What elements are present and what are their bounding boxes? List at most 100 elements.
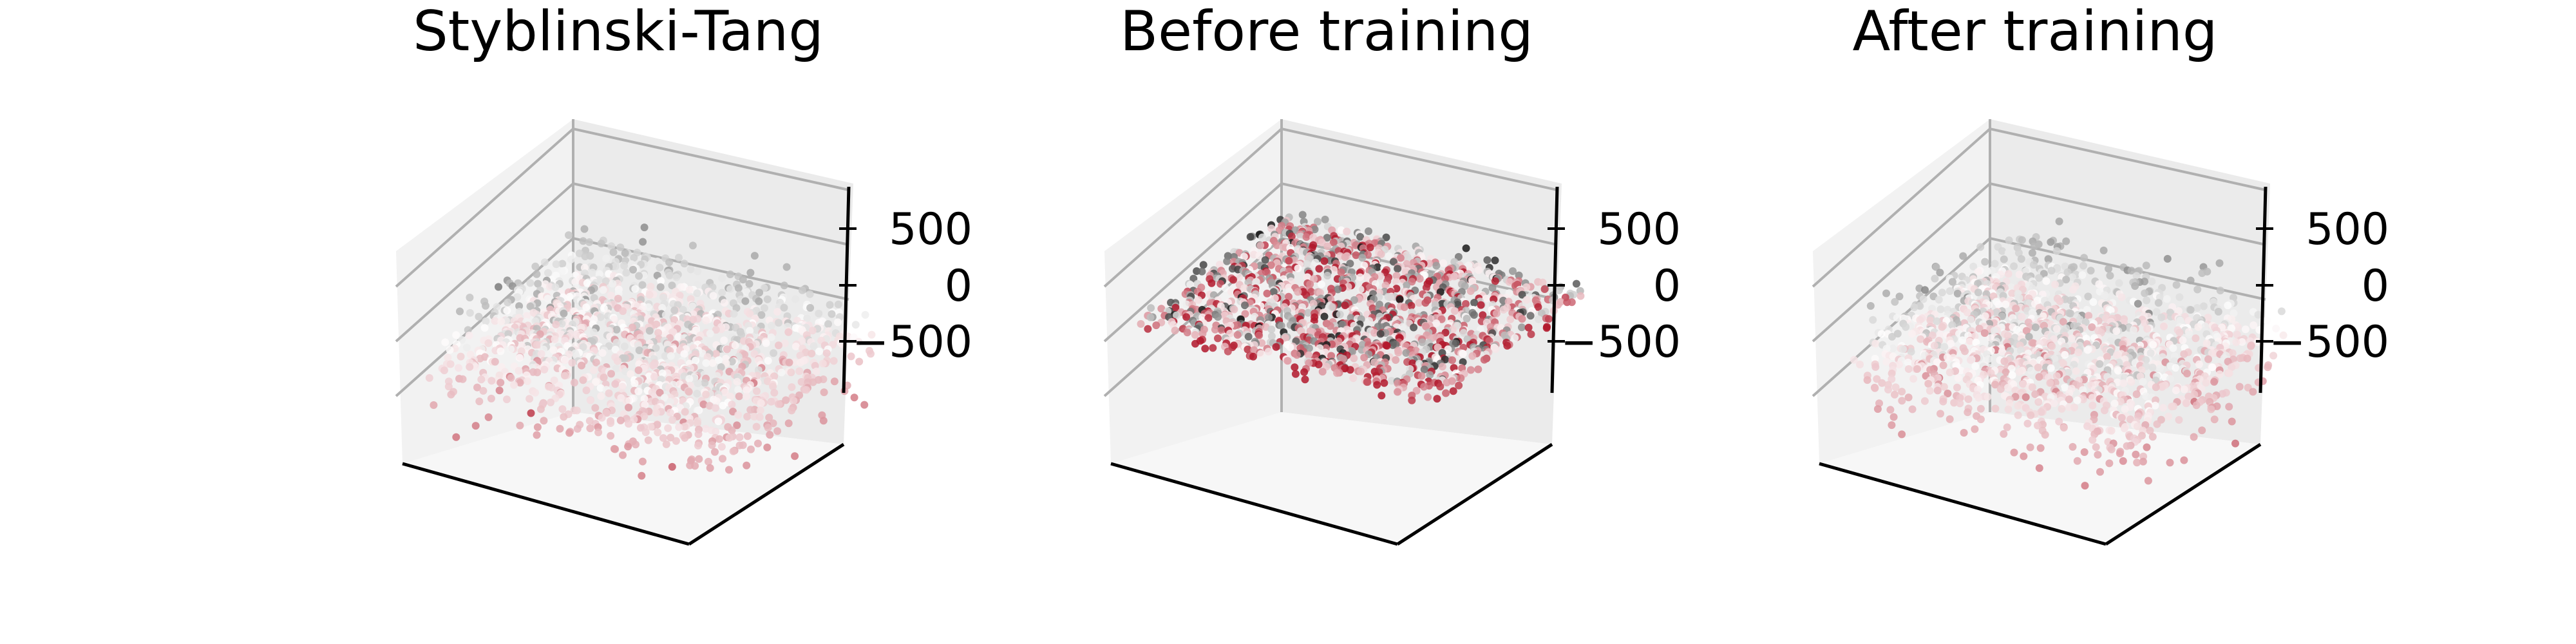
scatter-point — [625, 420, 632, 428]
scatter-point — [1518, 290, 1526, 299]
scatter-point — [533, 423, 542, 431]
pane-floor — [1111, 412, 1552, 544]
scatter-point — [2029, 261, 2038, 269]
scatter-point — [1147, 304, 1155, 312]
scatter-point — [1358, 254, 1367, 262]
scatter-point — [1933, 386, 1942, 395]
scatter-point — [598, 413, 606, 422]
scatter-point — [775, 319, 782, 327]
scatter-point — [597, 240, 605, 248]
scatter-point — [1965, 337, 1974, 346]
scatter-point — [612, 365, 620, 373]
scatter-point — [834, 318, 842, 327]
scatter-point — [1935, 296, 1943, 304]
scatter-point — [2034, 274, 2043, 282]
scatter-point — [702, 316, 710, 325]
scatter-point — [2172, 364, 2180, 372]
scatter-point — [2166, 375, 2174, 383]
scatter-point — [1425, 260, 1434, 268]
scatter-point — [1438, 363, 1446, 371]
scatter-point — [1417, 372, 1426, 380]
scatter-point — [1850, 355, 1858, 364]
scatter-point — [730, 310, 738, 318]
scatter-point — [2037, 408, 2045, 416]
scatter-point — [680, 422, 688, 431]
scatter-point — [1269, 288, 1278, 296]
scatter-point — [1191, 339, 1199, 348]
scatter-point — [1939, 361, 1947, 370]
scatter-point — [2228, 363, 2236, 372]
scatter-point — [1459, 328, 1468, 337]
scatter-point — [1303, 260, 1311, 268]
scatter-point — [755, 289, 764, 297]
scatter-point — [466, 308, 474, 317]
x-axis-line — [402, 462, 690, 546]
scatter-point — [607, 291, 615, 299]
scatter-point — [1240, 284, 1249, 292]
scatter-point — [670, 306, 679, 314]
scatter-point — [1908, 405, 1917, 413]
scatter-point — [2061, 262, 2069, 270]
scatter-point — [694, 406, 701, 415]
scatter-point — [706, 329, 714, 337]
scatter-point — [2228, 417, 2236, 426]
scatter-point — [1468, 352, 1477, 360]
scatter-point — [466, 294, 474, 301]
scatter-point — [446, 360, 455, 368]
scatter-point — [1137, 320, 1145, 328]
scatter-point — [1888, 369, 1896, 377]
scatter-point — [2224, 357, 2232, 366]
scatter-point — [634, 387, 643, 395]
scatter-point — [1298, 211, 1307, 219]
scatter-point — [1378, 392, 1386, 400]
scatter-point — [638, 471, 646, 480]
scatter-point — [2079, 261, 2087, 270]
panel-title: Before training — [1120, 0, 1533, 64]
scatter-point — [1954, 374, 1962, 382]
scatter-point — [635, 272, 643, 280]
scatter-point — [471, 422, 480, 430]
scatter-point — [2269, 352, 2278, 360]
scatter-point — [1863, 376, 1871, 384]
scatter-point — [452, 433, 460, 441]
scatter-point — [585, 238, 594, 246]
scatter-point — [658, 369, 667, 377]
scatter-point — [2061, 351, 2069, 359]
scatter-point — [2119, 379, 2128, 388]
scatter-point — [599, 286, 607, 294]
scatter-point — [611, 380, 620, 388]
scatter-point — [488, 377, 496, 385]
scatter-point — [2042, 277, 2050, 285]
scatter-point — [2199, 302, 2208, 310]
x-axis-line — [1819, 462, 2107, 546]
scatter-point — [1946, 368, 1954, 377]
scatter-point — [1916, 316, 1924, 324]
scatter-point — [582, 386, 591, 395]
scatter-point — [1967, 356, 1975, 364]
scatter-point — [1443, 379, 1451, 386]
scatter-point — [1380, 379, 1388, 387]
scatter-point — [2208, 363, 2217, 372]
scatter-point — [672, 437, 680, 445]
scatter-point — [613, 357, 621, 365]
scatter-point — [1937, 410, 1944, 418]
scatter-point — [712, 350, 720, 358]
scatter-point — [802, 386, 810, 394]
scatter-point — [2249, 321, 2258, 329]
scatter-point — [2143, 296, 2151, 305]
scatter-point — [640, 223, 649, 232]
scatter-point — [2005, 236, 2013, 245]
scatter-point — [2076, 316, 2084, 324]
scatter-point — [1373, 381, 1381, 389]
scatter-point — [1341, 253, 1349, 261]
scatter-point — [718, 289, 726, 297]
scatter-point — [2207, 405, 2215, 413]
scatter-point — [2041, 431, 2049, 439]
scatter-point — [516, 421, 524, 430]
scatter-point — [2180, 456, 2188, 464]
scatter-point — [728, 401, 736, 409]
scatter-point — [752, 422, 761, 431]
scatter-point — [734, 411, 743, 419]
scatter-point — [652, 408, 660, 417]
scatter-point — [672, 273, 681, 281]
